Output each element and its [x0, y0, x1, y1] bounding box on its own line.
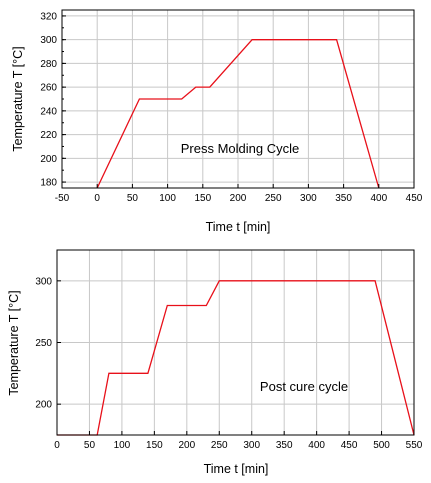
x-tick-label: 400 [308, 440, 325, 451]
series-line-group [57, 280, 415, 436]
x-tick-label: 150 [146, 440, 163, 451]
x-tick-label: 300 [300, 193, 317, 204]
press-molding-chart: -50 0 50 100 150 200 250 300 350 400 450 180 200 220… [11, 9, 423, 234]
x-tick-label: 550 [406, 440, 423, 451]
y-tick-label: 320 [40, 11, 57, 22]
x-tick-label: 100 [114, 440, 131, 451]
x-tick-label: 250 [265, 193, 282, 204]
y-tick-label: 250 [35, 338, 52, 349]
y-tick-label: 280 [40, 59, 57, 70]
x-tick-label: 300 [243, 440, 260, 451]
y-tick-label: 220 [40, 130, 57, 141]
y-tick-label: 240 [40, 106, 57, 117]
y-tick-label: 200 [35, 400, 52, 411]
x-tick-label: 400 [370, 193, 387, 204]
series-line [96, 39, 380, 189]
chart-annotation: Press Molding Cycle [181, 141, 300, 156]
x-tick-label: -50 [55, 193, 70, 204]
x-tick-label: 0 [54, 440, 60, 451]
x-tick-label: 450 [341, 440, 358, 451]
y-tick-label: 300 [40, 35, 57, 46]
y-axis-label: Temperature T [°C] [11, 46, 25, 151]
x-axis-label: Time t [min] [204, 462, 269, 476]
grid-lines [62, 10, 414, 188]
grid-lines [57, 250, 414, 435]
x-tick-label: 50 [84, 440, 96, 451]
post-cure-chart: 0 50 100 150 200 250 300 350 400 450 500 550 200 250… [7, 249, 423, 476]
series-line [57, 280, 415, 436]
x-tick-label: 500 [373, 440, 390, 451]
x-tick-label: 200 [178, 440, 195, 451]
x-tick-label: 450 [406, 193, 423, 204]
x-tick-label: 350 [276, 440, 293, 451]
series-line-group [96, 39, 380, 189]
x-tick-label: 150 [194, 193, 211, 204]
x-tick-label: 200 [230, 193, 247, 204]
y-axis-label: Temperature T [°C] [7, 290, 21, 395]
x-tick-label: 250 [211, 440, 228, 451]
y-tick-label: 300 [35, 276, 52, 287]
y-tick-label: 180 [40, 178, 57, 189]
x-tick-label: 350 [335, 193, 352, 204]
x-tick-label: 50 [127, 193, 139, 204]
x-tick-label: 0 [94, 193, 100, 204]
x-axis-label: Time t [min] [206, 220, 271, 234]
x-tick-label: 100 [159, 193, 176, 204]
y-tick-label: 200 [40, 154, 57, 165]
y-tick-label: 260 [40, 83, 57, 94]
chart-annotation: Post cure cycle [260, 379, 348, 394]
